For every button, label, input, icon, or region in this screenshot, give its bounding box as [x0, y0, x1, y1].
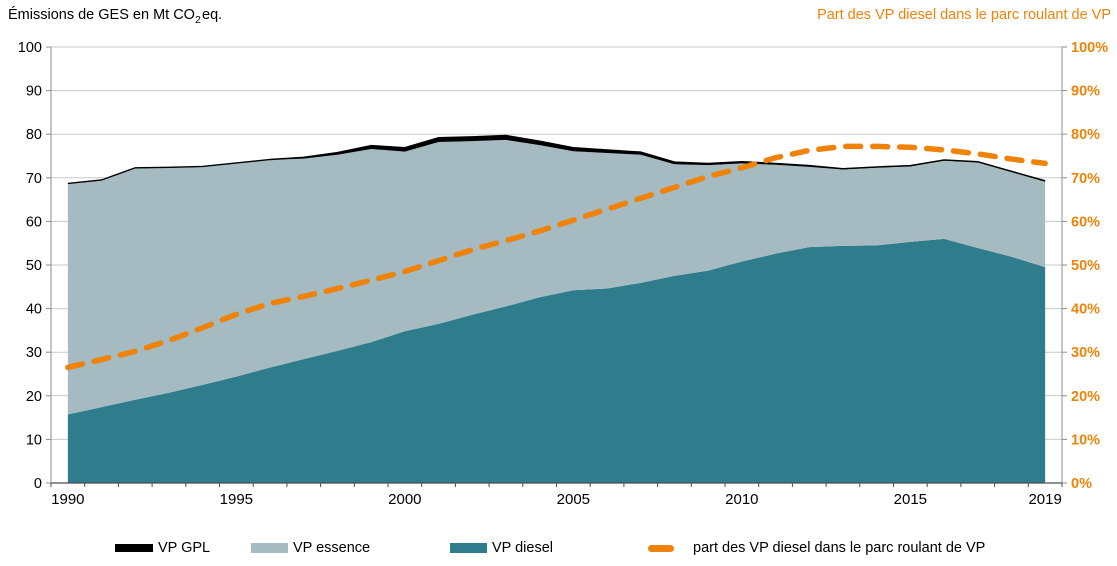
right-axis-tick-label: 60% — [1071, 214, 1100, 230]
area-vp-gpl — [67, 135, 1046, 184]
left-axis-tick-label: 40 — [26, 302, 42, 318]
x-axis-tick-label: 2019 — [1028, 491, 1061, 508]
left-axis-tick-label: 20 — [26, 389, 42, 405]
left-axis-tick-label: 60 — [26, 214, 42, 230]
total-line-vp-gpl — [67, 134, 1046, 185]
right-axis-tick-label: 0% — [1071, 476, 1092, 492]
left-axis-tick-label: 30 — [26, 345, 42, 361]
legend-item-vp-essence: VP essence — [251, 534, 370, 562]
stacked-area-chart: 0 10 20 30 40 50 60 70 80 90 100 0% 10% 20% 30% 40% 50% 6… — [18, 40, 1108, 508]
x-axis-tick-label: 2010 — [725, 491, 758, 508]
left-axis-tick-label: 10 — [26, 432, 42, 448]
x-axis-tick-label: 1995 — [220, 491, 253, 508]
left-axis-tick-label: 100 — [18, 40, 42, 56]
right-axis-tick-label: 10% — [1071, 432, 1100, 448]
vp-gpl-swatch-icon — [115, 544, 153, 552]
axes — [46, 46, 1067, 487]
vp-diesel-swatch-icon — [450, 543, 487, 553]
right-axis-tick-label: 40% — [1071, 302, 1100, 318]
right-axis-tick-label: 80% — [1071, 127, 1100, 143]
legend-label: VP diesel — [492, 540, 553, 556]
right-axis-title: Part des VP diesel dans le parc roulant … — [817, 7, 1111, 23]
legend-label: VP GPL — [158, 540, 211, 556]
legend-item-part-diesel: part des VP diesel dans le parc roulant … — [648, 534, 985, 562]
diesel-share-dash-swatch-icon — [648, 544, 674, 552]
chart-legend: VP GPL VP essence VP diesel part des VP … — [0, 534, 1117, 562]
x-axis-tick-label: 2015 — [894, 491, 927, 508]
x-axis-tick-label: 2000 — [388, 491, 421, 508]
x-axis-labels: 1990 1995 2000 2005 2010 2015 2019 — [51, 491, 1062, 508]
left-axis-tick-label: 70 — [26, 171, 42, 187]
legend-label: VP essence — [293, 540, 371, 556]
diesel-share-dashed-line — [65, 143, 1048, 371]
left-axis-tick-label: 80 — [26, 127, 42, 143]
right-axis-tick-label: 100% — [1071, 40, 1108, 56]
legend-label: part des VP diesel dans le parc roulant … — [693, 540, 986, 556]
left-axis-title: Émissions de GES en Mt CO2 eq. — [8, 7, 223, 26]
left-axis-tick-label: 50 — [26, 258, 42, 274]
left-axis-tick-label: 90 — [26, 84, 42, 100]
left-axis-tick-label: 0 — [34, 476, 42, 492]
area-vp-diesel — [67, 238, 1046, 483]
right-axis-tick-label: 50% — [1071, 258, 1100, 274]
right-axis-tick-label: 90% — [1071, 84, 1100, 100]
x-axis-tick-label: 1990 — [51, 491, 84, 508]
legend-item-vp-gpl: VP GPL — [115, 534, 210, 562]
area-vp-essence — [67, 139, 1046, 415]
legend-item-vp-diesel: VP diesel — [450, 534, 553, 562]
right-axis-labels: 0% 10% 20% 30% 40% 50% 60% 70% 80% 90% 100% — [1071, 40, 1108, 492]
vp-essence-swatch-icon — [251, 543, 288, 553]
right-axis-tick-label: 20% — [1071, 389, 1100, 405]
right-axis-tick-label: 70% — [1071, 171, 1100, 187]
x-axis-tick-label: 2005 — [557, 491, 590, 508]
right-axis-tick-label: 30% — [1071, 345, 1100, 361]
left-axis-labels: 0 10 20 30 40 50 60 70 80 90 100 — [18, 40, 42, 492]
